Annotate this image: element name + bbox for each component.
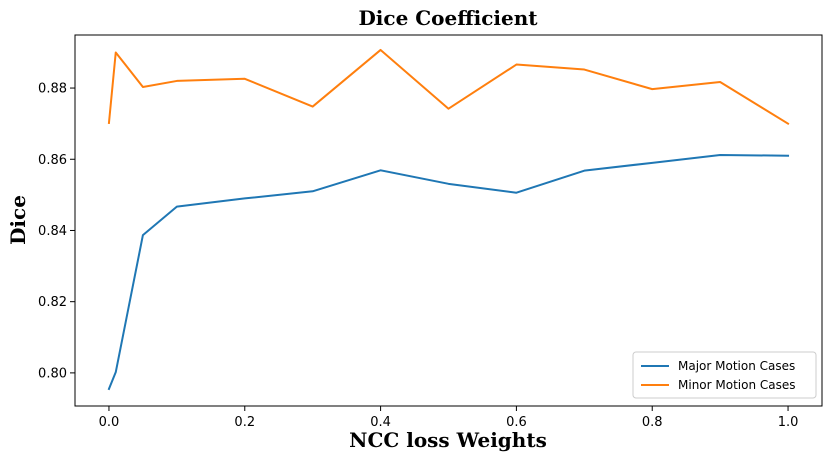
series-line-1	[107, 48, 790, 126]
y-axis-label: Dice	[6, 195, 30, 245]
y-tick-label: 0.88	[38, 82, 67, 97]
y-axis-ticks: 0.80 0.82 0.84 0.86 0.88	[38, 82, 75, 381]
legend-box	[632, 351, 817, 399]
axes-frame	[74, 34, 823, 407]
x-tick-label: 0.0	[99, 415, 120, 430]
series-line-0	[107, 153, 790, 391]
legend: Major Motion Cases Minor Motion Cases	[632, 351, 817, 399]
legend-label-major: Major Motion Cases	[678, 359, 795, 373]
chart-title: Dice Coefficient	[358, 6, 538, 30]
plot-area	[74, 34, 823, 407]
y-tick-label: 0.84	[38, 224, 67, 239]
y-tick-label: 0.86	[38, 153, 67, 168]
x-axis-ticks: 0.0 0.2 0.4 0.6 0.8 1.0	[99, 406, 799, 430]
x-tick-label: 1.0	[778, 415, 799, 430]
x-axis-label: NCC loss Weights	[349, 428, 547, 452]
x-tick-label: 0.4	[370, 415, 391, 430]
y-tick-label: 0.80	[38, 366, 67, 381]
x-tick-label: 0.8	[642, 415, 663, 430]
x-tick-label: 0.2	[234, 415, 255, 430]
x-tick-label: 0.6	[506, 415, 527, 430]
y-tick-label: 0.82	[38, 295, 67, 310]
series-layer	[107, 48, 790, 391]
legend-label-minor: Minor Motion Cases	[678, 378, 796, 392]
